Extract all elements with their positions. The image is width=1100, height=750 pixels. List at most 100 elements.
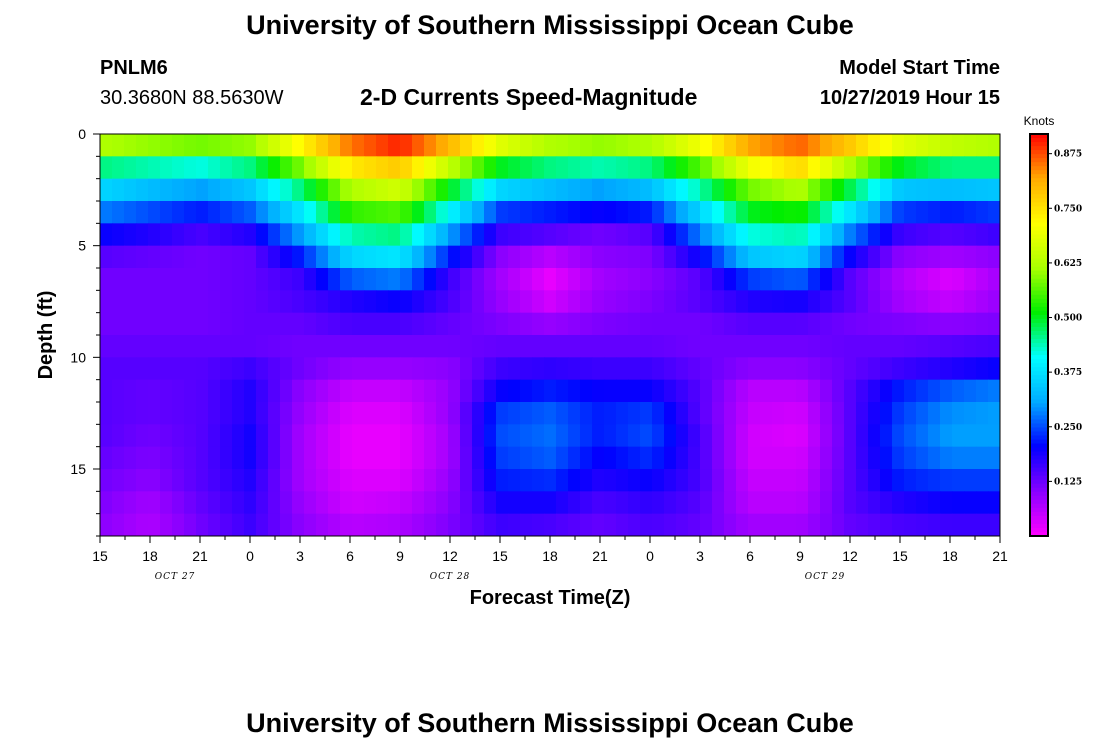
heatmap-cell xyxy=(904,335,917,358)
heatmap-cell xyxy=(148,357,161,381)
heatmap-cell xyxy=(832,491,845,515)
heatmap-cell xyxy=(172,134,185,157)
heatmap-cell xyxy=(100,379,113,403)
heatmap-cell xyxy=(760,357,773,381)
heatmap-cell xyxy=(316,513,329,536)
heatmap-cell xyxy=(844,402,857,425)
heatmap-cell xyxy=(568,312,581,336)
heatmap-cell xyxy=(376,513,389,536)
heatmap-cell xyxy=(412,424,425,448)
heatmap-cell xyxy=(820,469,833,492)
heatmap-cell xyxy=(856,156,869,180)
heatmap-cell xyxy=(124,223,137,247)
heatmap-cell xyxy=(316,446,329,470)
heatmap-cell xyxy=(208,469,221,492)
heatmap-cell xyxy=(412,379,425,403)
heatmap-cell xyxy=(736,402,749,425)
colorbar-segment xyxy=(1030,174,1048,179)
heatmap-cell xyxy=(112,357,125,381)
heatmap-cell xyxy=(652,178,665,202)
heatmap-cell xyxy=(112,201,125,224)
heatmap-cell xyxy=(496,379,509,403)
colorbar-tick-label: 0.250 xyxy=(1054,423,1082,433)
heatmap-cell xyxy=(184,357,197,381)
heatmap-cell xyxy=(520,156,533,180)
heatmap-cell xyxy=(328,201,341,224)
colorbar-segment xyxy=(1030,162,1048,167)
heatmap-cell xyxy=(772,178,785,202)
heatmap-cell xyxy=(388,156,401,180)
heatmap-cell xyxy=(520,379,533,403)
heatmap-cell xyxy=(364,312,377,336)
heatmap-cell xyxy=(508,245,521,269)
heatmap-cell xyxy=(844,156,857,180)
heatmap-cell xyxy=(460,491,473,515)
heatmap-cell xyxy=(628,491,641,515)
heatmap-cell xyxy=(748,201,761,224)
heatmap-cell xyxy=(736,290,749,314)
heatmap-cell xyxy=(964,223,977,247)
heatmap-cell xyxy=(220,156,233,180)
heatmap-cell xyxy=(388,178,401,202)
heatmap-cell xyxy=(880,245,893,269)
heatmap-cell xyxy=(640,178,653,202)
heatmap-cell xyxy=(160,245,173,269)
colorbar-segment xyxy=(1030,234,1048,240)
heatmap-cell xyxy=(772,223,785,247)
colorbar-segment xyxy=(1030,467,1048,473)
colorbar-segment xyxy=(1030,523,1048,529)
heatmap-cell xyxy=(700,335,713,358)
heatmap-cell xyxy=(856,446,869,470)
colorbar-segment xyxy=(1030,351,1048,356)
heatmap-cell xyxy=(652,223,665,247)
heatmap-cell xyxy=(244,290,257,314)
heatmap-cell xyxy=(892,268,905,291)
heatmap-cell xyxy=(592,491,605,515)
heatmap-cell xyxy=(568,335,581,358)
heatmap-cell xyxy=(328,402,341,425)
heatmap-cell xyxy=(868,178,881,202)
heatmap-cell xyxy=(796,245,809,269)
heatmap-cell xyxy=(472,357,485,381)
heatmap-cell xyxy=(664,335,677,358)
heatmap-cell xyxy=(808,134,821,157)
heatmap-cell xyxy=(364,290,377,314)
heatmap-cell xyxy=(136,156,149,180)
heatmap-cell xyxy=(808,290,821,314)
heatmap-cell xyxy=(736,245,749,269)
heatmap-cell xyxy=(832,312,845,336)
heatmap-cell xyxy=(772,156,785,180)
heatmap-cell xyxy=(112,379,125,403)
heatmap-cell xyxy=(448,335,461,358)
heatmap-cell xyxy=(484,446,497,470)
heatmap-cell xyxy=(784,134,797,157)
heatmap-cell xyxy=(964,513,977,536)
heatmap-cell xyxy=(304,290,317,314)
heatmap-cell xyxy=(124,312,137,336)
heatmap-cell xyxy=(652,335,665,358)
heatmap-cell xyxy=(256,178,269,202)
heatmap-cell xyxy=(652,402,665,425)
heatmap-cell xyxy=(208,268,221,291)
heatmap-cell xyxy=(940,402,953,425)
heatmap-cell xyxy=(556,134,569,157)
heatmap-cell xyxy=(136,335,149,358)
heatmap-cell xyxy=(784,424,797,448)
heatmap-cell xyxy=(772,469,785,492)
colorbar-segment xyxy=(1030,335,1048,340)
heatmap-cell xyxy=(748,469,761,492)
heatmap-cell xyxy=(532,223,545,247)
heatmap-cell xyxy=(580,290,593,314)
heatmap-cell xyxy=(448,178,461,202)
heatmap-cell xyxy=(880,201,893,224)
heatmap-cell xyxy=(676,223,689,247)
heatmap-cell xyxy=(892,156,905,180)
heatmap-cell xyxy=(796,491,809,515)
heatmap-cell xyxy=(112,402,125,425)
heatmap-cell xyxy=(736,201,749,224)
heatmap-cell xyxy=(184,178,197,202)
heatmap-cell xyxy=(724,469,737,492)
heatmap-cell xyxy=(592,312,605,336)
heatmap-cell xyxy=(412,290,425,314)
heatmap-cell xyxy=(556,223,569,247)
